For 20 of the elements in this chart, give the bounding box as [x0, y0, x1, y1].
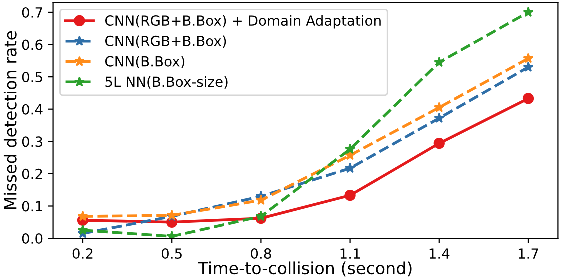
y-tick-label: 0.6: [22, 40, 43, 50]
x-tick-label: 1.1: [340, 248, 360, 259]
x-tick-label: 0.2: [72, 248, 93, 260]
y-tick-label: 0.4: [22, 104, 43, 115]
x-tick-label: 0.5: [162, 248, 182, 260]
y-tick-label: 0.7: [22, 7, 42, 18]
x-tick-label: 0.8: [251, 248, 272, 260]
y-tick-label: 0.5: [22, 72, 42, 83]
y-tick-label: 0.0: [22, 234, 43, 244]
legend-label: 5L NN(B.Box-size): [106, 76, 228, 89]
legend-label: CNN(RGB+B.Box): [105, 36, 226, 48]
y-tick-label: 0.2: [22, 168, 42, 180]
legend-label: CNN(B.Box): [105, 56, 185, 68]
y-tick-label: 0.3: [22, 136, 42, 148]
x-tick-label: 1.7: [518, 248, 538, 259]
y-tick-label: 0.1: [22, 201, 42, 212]
x-axis-title: Time-to-collision (second): [198, 262, 412, 277]
legend-label: CNN(RGB+B.Box) + Domain Adaptation: [105, 15, 381, 29]
x-tick-label: 1.4: [430, 248, 450, 259]
y-axis-title: Missed detection rate: [4, 31, 17, 210]
